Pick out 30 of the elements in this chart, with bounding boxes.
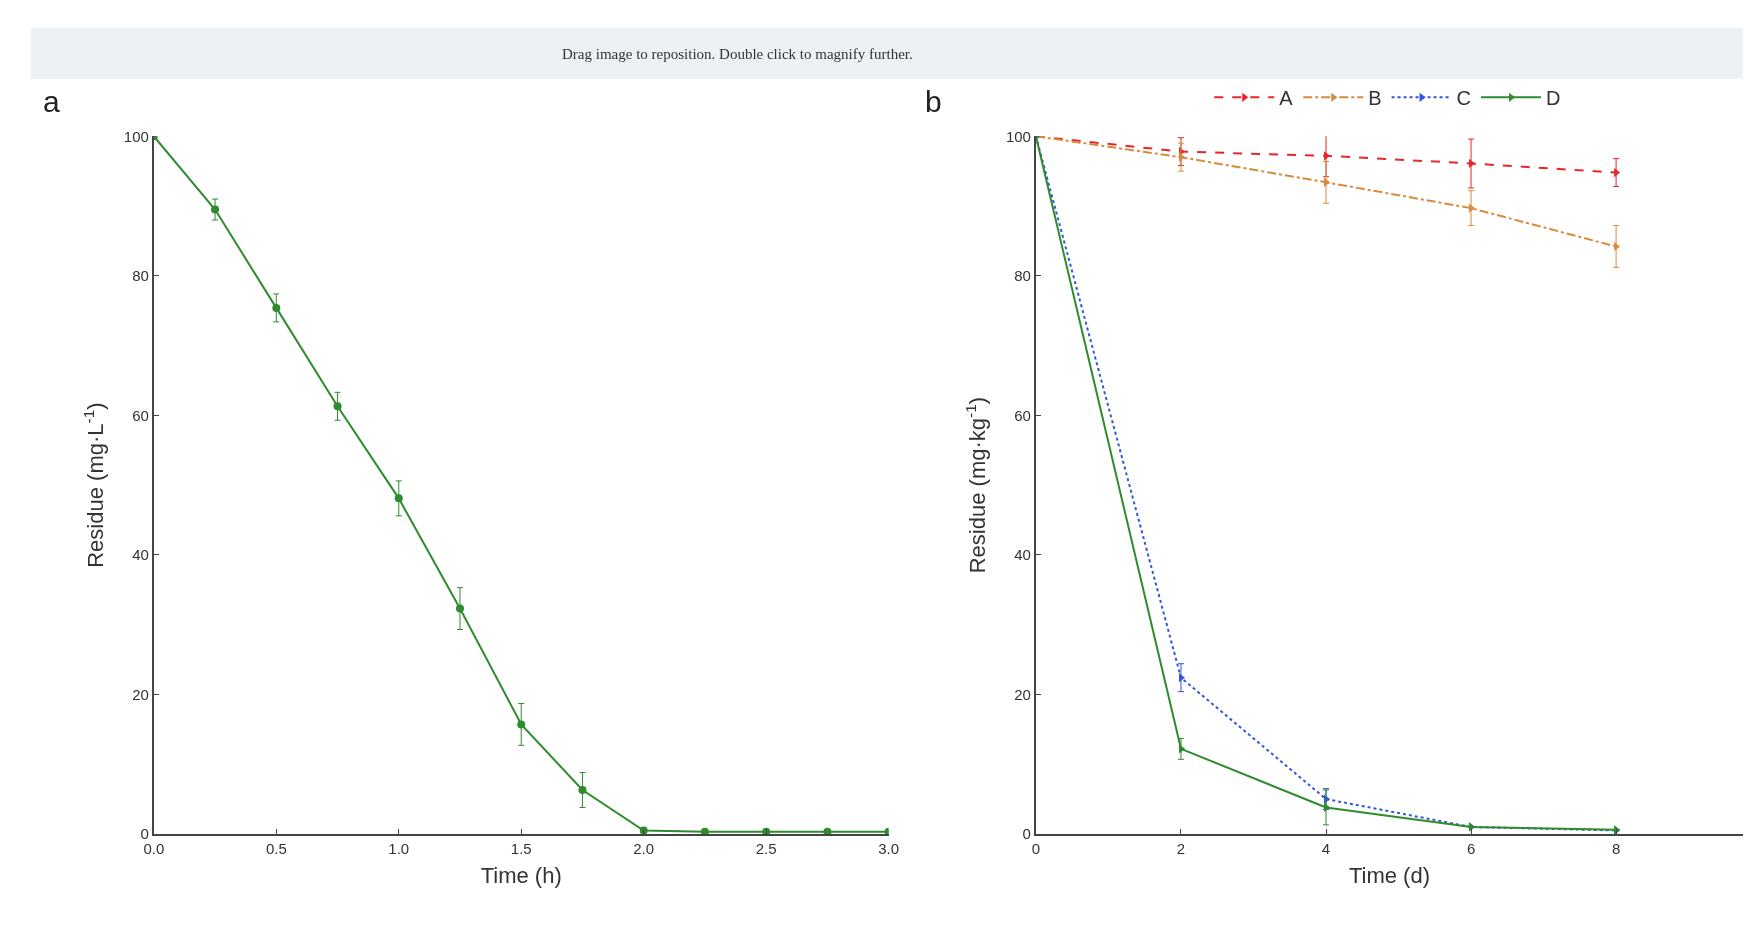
x-tick-label: 0.5 (265, 839, 287, 857)
chart-title: b (925, 85, 942, 118)
text: Drag image to reposition. Double click to magnify further. (562, 46, 913, 62)
x-tick-label: 8 (1611, 839, 1621, 857)
legend-label: A (1279, 87, 1294, 110)
y-tick-label: 80 (132, 267, 149, 285)
y-tick-label: 60 (132, 406, 149, 424)
x-axis-title: Time (h) (480, 863, 562, 889)
x-tick-label: 4 (1321, 839, 1331, 857)
x-tick-label: 6 (1466, 839, 1476, 857)
y-tick-label: 0 (1022, 825, 1031, 843)
y-tick-label: 100 (1005, 127, 1031, 145)
y-tick-label: 80 (1014, 267, 1031, 285)
x-tick-label: 1.5 (510, 839, 532, 857)
legend-label: B (1368, 87, 1382, 110)
x-tick-label: 2 (1176, 839, 1186, 857)
y-tick-label: 100 (123, 127, 149, 145)
x-axis-title: Time (d) (1348, 863, 1431, 889)
chart-title: a (43, 85, 60, 118)
x-tick-label: 2.0 (633, 839, 655, 857)
legend-label: C (1456, 87, 1472, 110)
x-tick-label: 2.5 (755, 839, 777, 857)
y-tick-label: 20 (132, 685, 149, 703)
x-tick-label: 3.0 (878, 839, 900, 857)
legend-label: D (1546, 87, 1561, 110)
y-tick-label: 60 (1014, 406, 1031, 424)
x-tick-label: 1.0 (388, 839, 410, 857)
y-tick-label: 40 (132, 546, 149, 564)
y-tick-label: 40 (1014, 546, 1031, 564)
y-tick-label: 20 (1014, 685, 1031, 703)
